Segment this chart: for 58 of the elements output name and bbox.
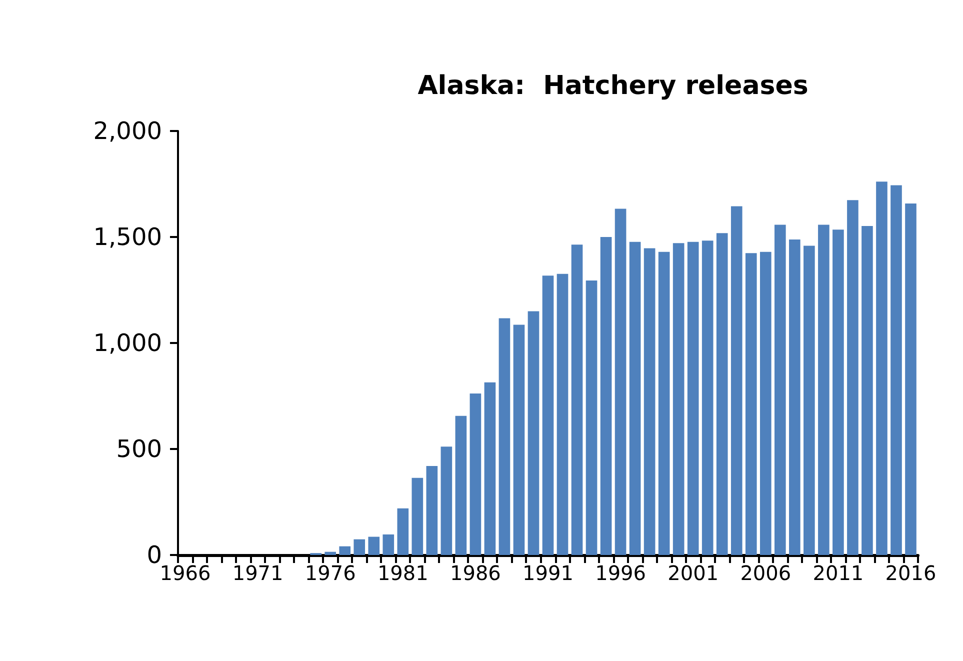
bar xyxy=(905,204,916,555)
bar xyxy=(818,224,830,555)
bar xyxy=(862,226,873,555)
x-tick-label: 2016 xyxy=(885,561,936,585)
bar xyxy=(426,466,438,555)
bar xyxy=(832,230,844,555)
bar xyxy=(484,382,496,555)
bar xyxy=(658,252,670,555)
bar xyxy=(760,252,772,555)
x-tick-label: 2011 xyxy=(812,561,864,585)
x-tick-label: 1986 xyxy=(450,561,501,585)
y-tick-label: 0 xyxy=(146,541,162,569)
bar xyxy=(847,200,858,555)
y-tick-label: 2,000 xyxy=(93,117,162,145)
x-tick-label: 1971 xyxy=(232,561,284,585)
bar xyxy=(324,552,336,555)
chart-title: Alaska: Hatchery releases xyxy=(418,71,808,101)
bar xyxy=(354,539,366,555)
bar xyxy=(702,240,714,555)
bar xyxy=(876,182,888,555)
x-tick-label: 2001 xyxy=(668,561,719,585)
bar xyxy=(745,253,757,555)
bar xyxy=(774,224,786,555)
bar xyxy=(513,324,525,555)
x-tick-label: 1981 xyxy=(377,561,428,585)
bar xyxy=(789,240,800,555)
bar xyxy=(890,185,902,555)
bar xyxy=(571,244,583,555)
x-tick-label: 1966 xyxy=(160,561,211,585)
bar xyxy=(470,393,482,555)
x-tick-label: 1976 xyxy=(304,561,356,585)
bar xyxy=(368,536,380,555)
bar xyxy=(556,274,568,555)
bar xyxy=(687,242,699,555)
bar xyxy=(600,237,612,555)
bar xyxy=(586,280,598,555)
bar xyxy=(730,206,742,555)
x-tick-label: 2006 xyxy=(740,561,792,585)
x-tick-label: 1991 xyxy=(522,561,574,585)
y-tick-label: 500 xyxy=(116,435,162,463)
bar xyxy=(498,318,510,555)
bar xyxy=(339,546,351,555)
bar xyxy=(440,446,452,555)
x-tick-label: 1996 xyxy=(595,561,646,585)
bar xyxy=(397,508,409,555)
bar xyxy=(716,233,728,555)
y-tick-label: 1,500 xyxy=(93,223,162,251)
bar xyxy=(672,243,684,555)
bar xyxy=(542,276,554,555)
bar xyxy=(528,311,540,555)
bar xyxy=(629,242,641,555)
y-tick-label: 1,000 xyxy=(93,329,162,357)
bar xyxy=(412,478,424,555)
bar xyxy=(804,246,815,555)
bar xyxy=(382,534,394,555)
bar xyxy=(644,248,656,555)
bar xyxy=(614,208,626,555)
bar xyxy=(455,416,467,555)
